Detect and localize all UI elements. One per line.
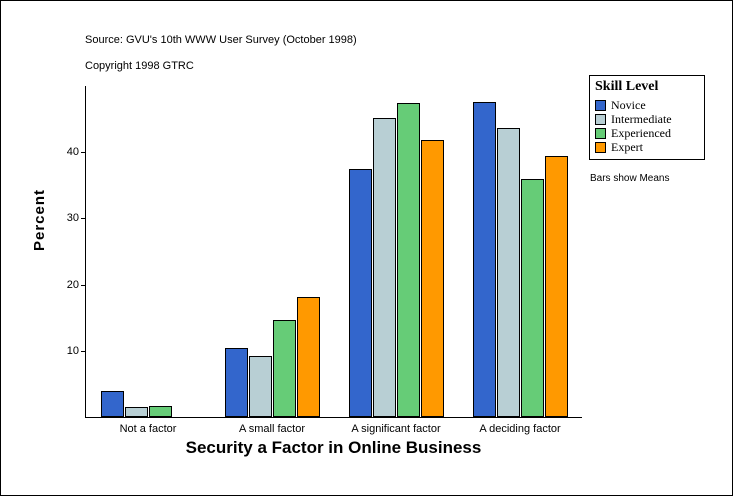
bars-show-means-note: Bars show Means [590,173,670,184]
y-axis-title: Percent [31,189,48,252]
legend-swatch-icon [595,113,606,125]
legend-item-label: Expert [611,139,643,154]
bar [296,296,320,417]
bar [224,348,248,417]
bar [544,155,568,417]
legend-swatch-icon [595,127,606,139]
bar [348,169,372,417]
legend-item-label: Intermediate [611,111,672,126]
y-axis-tick-label: 40 [66,146,79,159]
y-axis-tick-label: 30 [66,212,79,225]
x-axis-tick-label: A small factor [238,423,306,435]
x-axis-title: Security a Factor in Online Business [185,438,482,457]
y-axis-tick-mark [81,284,86,286]
legend-item-label: Experienced [611,125,671,140]
legend-rows: Novice Intermediate Experienced Expert [595,98,699,154]
legend-item-label: Novice [611,97,646,112]
y-axis-tick-label: 10 [66,344,79,357]
bar [124,407,148,417]
x-axis-tick-label: A significant factor [351,423,441,435]
legend-swatch-icon [595,141,606,153]
legend-title: Skill Level [595,79,659,94]
bar [496,128,520,417]
legend-item: Intermediate [595,112,699,126]
x-axis-tick-label: A deciding factor [479,423,561,435]
y-axis-tick-mark [81,218,86,220]
bar [100,390,124,417]
bar [272,320,296,417]
bar [472,101,496,417]
legend-item: Novice [595,98,699,112]
plot-area: 10 20 30 40 Not a factor A small factor A sign… [67,86,582,435]
legend: Skill Level Novice Intermediate Experience… [589,75,705,160]
bar [420,140,444,417]
bar [372,117,396,417]
bar [248,356,272,417]
legend-item: Expert [595,140,699,154]
bar [520,178,544,417]
y-axis-tick-mark [81,152,86,154]
bars-layer [86,86,582,417]
x-axis-tick-label: Not a factor [119,423,177,435]
source-caption: Source: GVU's 10th WWW User Survey (Octo… [85,34,357,46]
bar [148,406,172,417]
legend-item: Experienced [595,126,699,140]
y-axis-tick-mark [81,350,86,352]
bar [396,103,420,417]
y-axis-tick-label: 20 [66,278,79,291]
copyright-caption: Copyright 1998 GTRC [85,60,194,72]
legend-swatch-icon [595,99,606,111]
